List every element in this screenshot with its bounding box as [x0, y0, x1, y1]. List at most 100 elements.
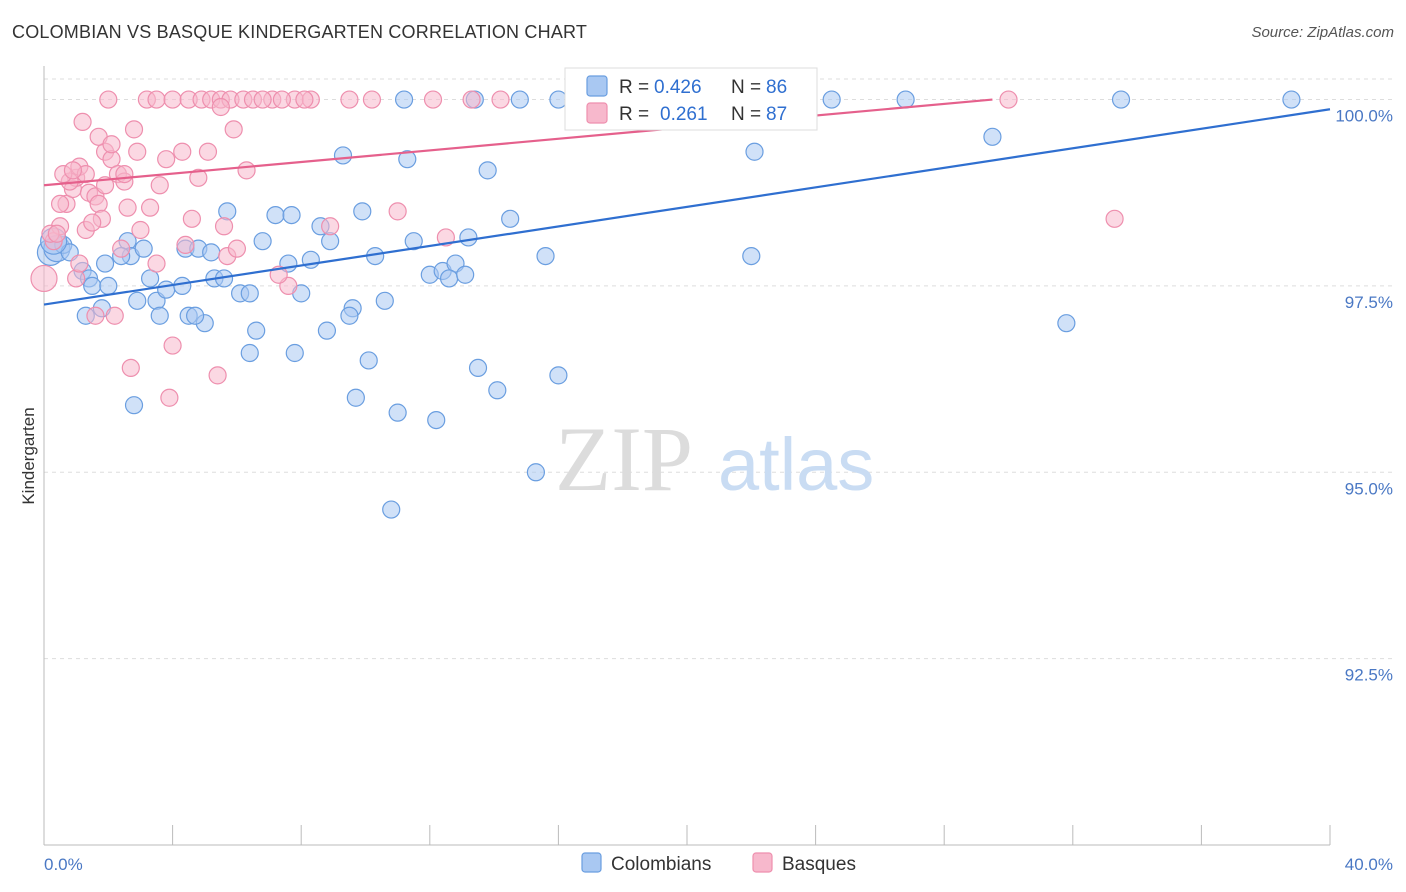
point-colombians	[353, 202, 372, 221]
bottom-legend-swatch-basques	[752, 852, 773, 873]
bottom-legend: Colombians Basques	[581, 852, 856, 875]
point-colombians	[404, 232, 423, 251]
point-colombians	[375, 291, 394, 310]
point-colombians	[427, 410, 446, 430]
point-basques	[140, 198, 160, 217]
point-colombians	[150, 306, 169, 325]
point-basques	[118, 198, 137, 217]
point-colombians	[488, 381, 507, 400]
bottom-legend-colombians: Colombians	[611, 854, 711, 875]
legend-r-value-2: 0.261	[660, 104, 708, 125]
point-basques	[163, 336, 182, 355]
point-basques	[115, 164, 134, 184]
point-colombians	[346, 388, 365, 407]
point-basques	[157, 150, 176, 169]
point-colombians	[186, 306, 205, 325]
tick-labels: 92.5% 95.0% 97.5% 100.0% 0.0% 40.0%	[44, 107, 1393, 874]
point-basques	[999, 90, 1018, 109]
point-colombians	[456, 265, 475, 284]
point-colombians	[1111, 90, 1131, 109]
point-colombians	[822, 90, 841, 109]
point-colombians	[359, 351, 378, 370]
point-basques	[1105, 209, 1124, 228]
point-basques	[63, 161, 83, 180]
point-colombians	[398, 150, 417, 169]
legend: R = 0.426 N = 86 R = 0.261 N = 87	[564, 67, 818, 131]
point-basques	[340, 90, 359, 109]
point-basques	[208, 366, 227, 385]
source-label: Source: ZipAtlas.com	[1251, 24, 1394, 41]
point-basques	[224, 120, 243, 139]
point-colombians	[549, 90, 568, 109]
point-colombians	[317, 321, 337, 340]
point-colombians	[742, 246, 761, 266]
point-basques	[163, 90, 182, 109]
point-colombians	[745, 142, 764, 161]
watermark-zip: ZIP	[555, 408, 693, 510]
trendline-colombians	[43, 108, 1331, 306]
point-basques	[147, 254, 166, 273]
point-basques	[182, 209, 201, 228]
point-basques	[436, 228, 455, 247]
legend-r-value-1: 0.426	[654, 77, 702, 98]
point-colombians	[202, 243, 221, 262]
point-basques	[83, 213, 102, 232]
x-tick-label-max: 40.0%	[1345, 855, 1393, 874]
point-colombians	[247, 321, 266, 340]
point-basques	[173, 142, 192, 161]
point-basques	[214, 217, 234, 236]
point-basques	[211, 97, 230, 117]
point-basques	[189, 168, 208, 187]
point-colombians	[333, 146, 353, 165]
point-basques	[491, 90, 510, 109]
point-basques	[321, 217, 340, 236]
point-basques	[295, 90, 314, 109]
point-basques	[73, 112, 92, 132]
point-basques	[102, 135, 121, 154]
point-colombians	[99, 276, 118, 296]
point-colombians	[266, 205, 285, 225]
point-basques	[121, 358, 140, 378]
point-colombians	[478, 161, 497, 180]
point-colombians	[173, 276, 192, 296]
point-basques	[423, 90, 443, 109]
y-tick-label: 100.0%	[1335, 107, 1393, 126]
point-basques	[70, 254, 89, 273]
point-basques	[131, 220, 150, 240]
point-basques	[227, 239, 246, 258]
point-basques	[150, 176, 169, 195]
point-colombians	[240, 343, 259, 363]
point-basques	[272, 90, 292, 109]
point-colombians	[468, 358, 488, 378]
point-basques	[198, 142, 218, 161]
trendline-basques	[43, 98, 993, 187]
legend-n-value-2: 87	[766, 104, 787, 125]
legend-r-label-2: R =	[619, 104, 649, 125]
point-basques	[253, 90, 272, 109]
point-colombians	[124, 396, 144, 415]
legend-n-label-2: N =	[731, 104, 761, 125]
point-colombians	[382, 500, 401, 519]
point-basques	[50, 194, 70, 214]
point-basques	[105, 306, 124, 325]
x-tick-label-min: 0.0%	[44, 855, 83, 874]
point-basques	[86, 306, 105, 325]
y-tick-label: 92.5%	[1345, 666, 1393, 685]
data-points	[30, 90, 1301, 519]
legend-n-label-1: N =	[731, 77, 761, 98]
point-basques	[176, 235, 195, 255]
trendlines	[43, 98, 1331, 306]
point-colombians	[134, 239, 153, 258]
watermark-atlas: atlas	[718, 423, 874, 506]
point-basques	[160, 388, 179, 407]
point-basques	[67, 269, 86, 288]
point-colombians	[394, 90, 414, 109]
point-basques	[99, 90, 118, 109]
series-basques	[30, 90, 1124, 407]
y-tick-label: 97.5%	[1345, 293, 1393, 312]
point-colombians	[1282, 90, 1301, 109]
bottom-legend-swatch-colombians	[581, 852, 602, 873]
point-colombians	[536, 246, 555, 266]
point-colombians	[285, 343, 304, 363]
